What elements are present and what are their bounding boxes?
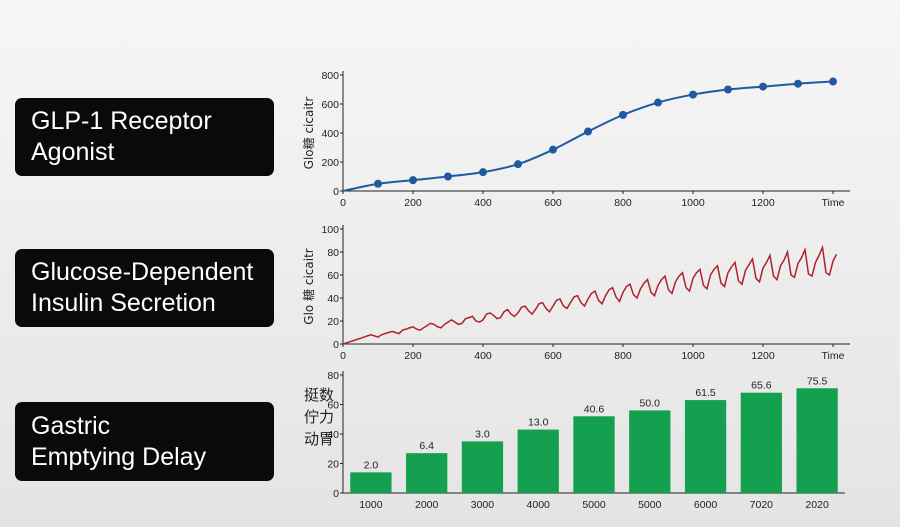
y-tick-label: 80 <box>327 247 339 259</box>
y-tick-label: 0 <box>333 488 339 500</box>
label-line-2: Emptying Delay <box>31 442 207 471</box>
bar <box>629 410 671 493</box>
y-axis-label: Glo糖 cicaitr <box>301 97 316 170</box>
y-tick-label: 0 <box>333 186 339 198</box>
bar-data-label: 40.6 <box>584 403 605 415</box>
x-tick-label: 1000 <box>359 499 383 511</box>
chart-1: 0 200 400 600 800 0 200 400 600 800 1000 1200 Time Gl… <box>301 70 850 209</box>
y-tick-label: 60 <box>327 400 339 412</box>
bar-data-label: 75.5 <box>807 375 828 387</box>
x-tick-label: 600 <box>544 197 562 209</box>
label-line-2: Insulin Secretion <box>31 289 216 317</box>
y-axis-label: 挺数 <box>304 386 334 404</box>
label-glucose-dependent-insulin-secretion: Glucose-Dependent Insulin Secretion <box>15 249 274 327</box>
x-tick-label: Time <box>822 350 845 362</box>
bar <box>573 416 615 493</box>
y-tick-label: 40 <box>327 429 339 441</box>
x-tick-label: 400 <box>474 197 492 209</box>
data-point <box>829 77 837 86</box>
y-tick-label: 200 <box>321 157 339 169</box>
x-tick-label: 7020 <box>750 499 774 511</box>
series-line <box>342 244 838 345</box>
x-tick-label: 1000 <box>681 350 705 362</box>
x-tick-label: 800 <box>614 350 632 362</box>
y-tick-label: 0 <box>333 339 339 351</box>
bar-data-label: 2.0 <box>364 459 379 471</box>
bar-data-label: 6.4 <box>419 440 434 452</box>
x-tick-label: 4000 <box>527 499 551 511</box>
data-point <box>374 179 382 188</box>
x-tick-label: 1200 <box>751 197 775 209</box>
bar <box>406 453 448 493</box>
bar-data-label: 50.0 <box>640 397 661 409</box>
bar <box>517 429 559 493</box>
data-point <box>724 85 732 94</box>
chart-3: 0 20 40 60 80 2.0 1000 6.4 2000 3.0 3000 13.0 4000 40… <box>304 370 845 511</box>
data-point <box>549 145 557 154</box>
x-tick-label: 2000 <box>415 499 439 511</box>
x-tick-label: 200 <box>404 197 422 209</box>
y-tick-label: 20 <box>327 316 339 328</box>
x-tick-label: Time <box>822 197 845 209</box>
data-point <box>689 90 697 99</box>
label-line-1: Gastric <box>31 411 111 440</box>
x-tick-label: 600 <box>544 350 562 362</box>
y-axis-label: 佇力 <box>304 408 334 426</box>
x-tick-label: 6000 <box>694 499 718 511</box>
x-tick-label: 3000 <box>471 499 495 511</box>
x-tick-label: 0 <box>340 350 346 362</box>
label-line-1: Glucose-Dependent <box>31 258 254 286</box>
y-tick-label: 600 <box>321 99 339 111</box>
data-point <box>584 127 592 136</box>
bar <box>684 400 727 493</box>
y-axis-label: 动胃 <box>304 430 334 448</box>
y-tick-label: 20 <box>327 459 339 471</box>
bar <box>740 392 782 493</box>
bar <box>461 441 504 493</box>
x-tick-label: 800 <box>614 197 632 209</box>
x-tick-label: 5000 <box>582 499 606 511</box>
y-tick-label: 100 <box>321 224 339 236</box>
data-point <box>444 172 452 181</box>
x-tick-label: 2020 <box>805 499 829 511</box>
x-tick-label: 200 <box>404 350 422 362</box>
bar-data-label: 3.0 <box>475 428 490 440</box>
x-tick-label: 400 <box>474 350 492 362</box>
x-tick-label: 1200 <box>751 350 775 362</box>
data-point <box>759 82 767 91</box>
data-point <box>409 176 417 185</box>
data-point <box>654 98 662 107</box>
y-tick-label: 80 <box>327 370 339 382</box>
bar-data-label: 13.0 <box>528 417 549 429</box>
y-tick-label: 60 <box>327 270 339 282</box>
label-glp1-receptor-agonist: GLP-1 Receptor Agonist <box>15 98 274 176</box>
bar-data-label: 65.6 <box>751 380 772 392</box>
x-tick-label: 1000 <box>681 197 705 209</box>
x-tick-label: 0 <box>340 197 346 209</box>
y-tick-label: 800 <box>321 70 339 82</box>
y-tick-label: 400 <box>321 128 339 140</box>
data-point <box>619 110 627 119</box>
data-point <box>479 168 487 177</box>
data-point <box>794 79 802 88</box>
y-tick-label: 40 <box>327 293 339 305</box>
label-gastric-emptying-delay: Gastric Emptying Delay <box>15 402 274 481</box>
x-tick-label: 5000 <box>638 499 662 511</box>
bar <box>350 472 392 493</box>
series-line <box>342 80 834 192</box>
bar-data-label: 61.5 <box>695 387 716 399</box>
y-axis-label: Glo 糖 cicaitr <box>301 248 316 325</box>
bar <box>796 388 838 493</box>
label-line-1: GLP-1 Receptor <box>31 107 212 135</box>
data-point <box>514 160 522 169</box>
label-line-2: Agonist <box>31 138 115 166</box>
